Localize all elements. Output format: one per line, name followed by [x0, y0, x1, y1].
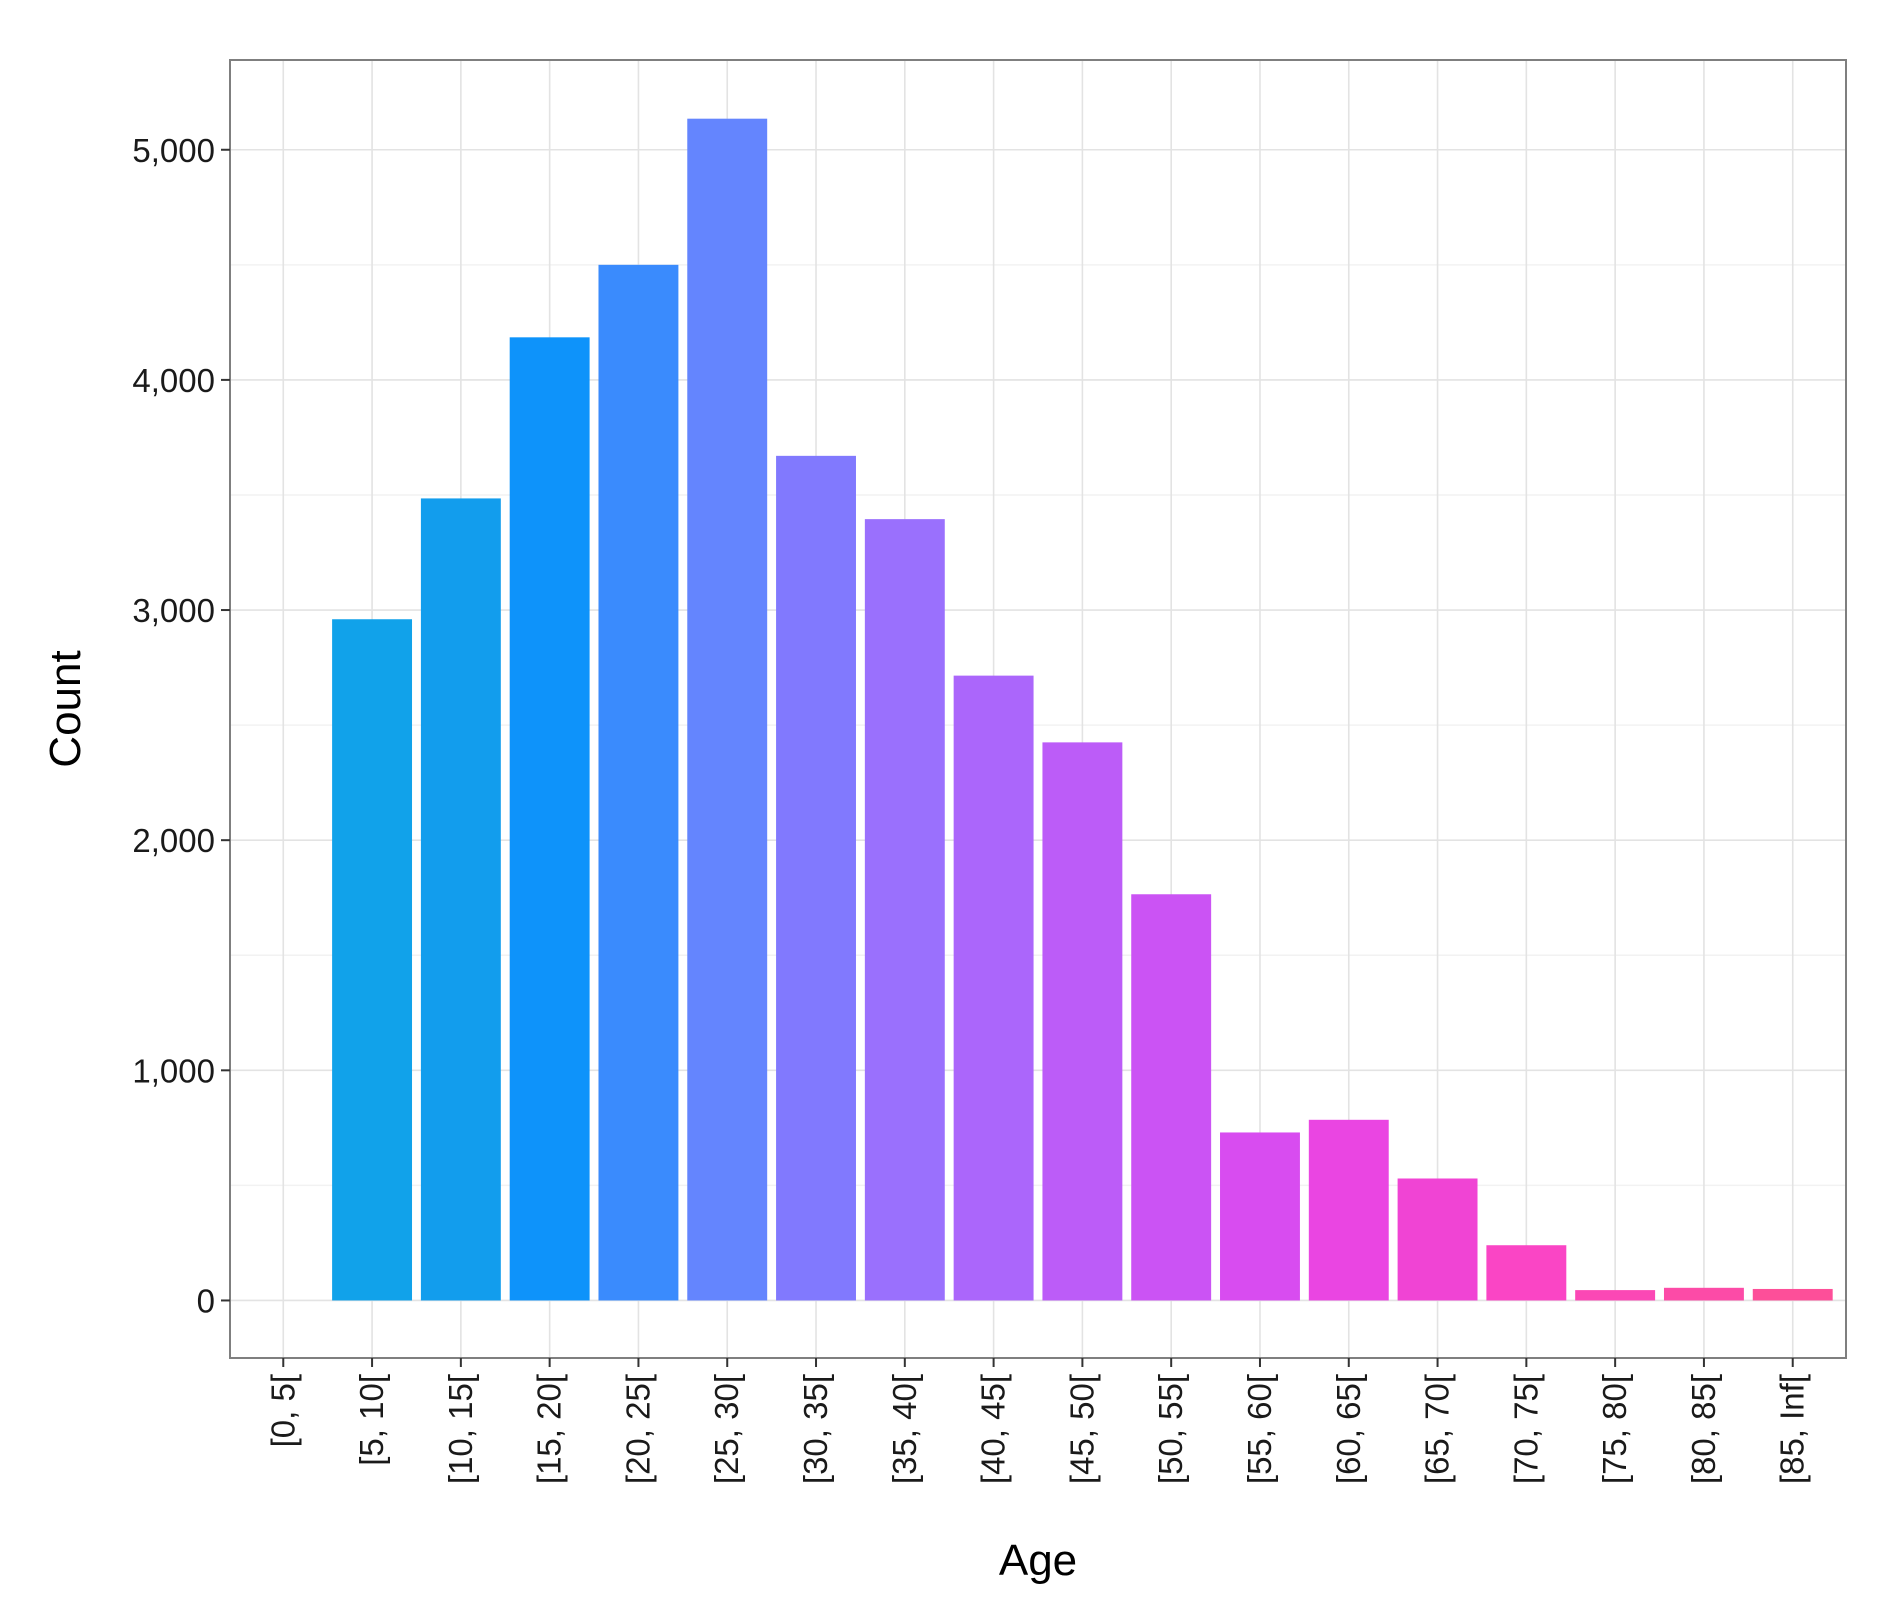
bar: [776, 455, 856, 1301]
bar: [1397, 1178, 1478, 1301]
bar: [332, 619, 413, 1301]
bar: [953, 675, 1034, 1301]
x-tick-label: [0, 5[: [264, 1374, 301, 1447]
y-tick-label: 2,000: [132, 822, 215, 859]
y-axis-title: Count: [41, 650, 90, 767]
y-tick-label: 5,000: [132, 132, 215, 169]
x-tick-label: [10, 15[: [442, 1374, 479, 1484]
x-tick-label: [70, 75[: [1507, 1374, 1544, 1484]
x-tick-label: [20, 25[: [619, 1374, 656, 1484]
y-tick-label: 1,000: [132, 1052, 215, 1089]
x-axis: [0, 5[ [5, 10[ [10, 15[ [15, 20[ [20, 25[ [25…: [264, 1358, 1811, 1484]
y-tick-label: 0: [197, 1282, 215, 1319]
bar: [1308, 1119, 1389, 1301]
x-tick-label: [40, 45[: [975, 1374, 1012, 1484]
y-tick-label: 4,000: [132, 362, 215, 399]
bar: [1220, 1132, 1300, 1301]
y-axis: 0 1,000 2,000 3,000 4,000 5,000: [132, 132, 230, 1319]
bar: [598, 264, 679, 1301]
plot-border: [229, 59, 1847, 1359]
bar: [1486, 1245, 1567, 1301]
x-tick-label: [30, 35[: [797, 1374, 834, 1484]
x-tick-label: [15, 20[: [531, 1374, 568, 1484]
bar: [509, 337, 590, 1301]
x-tick-label: [65, 70[: [1419, 1374, 1456, 1484]
bar: [420, 498, 501, 1301]
x-tick-label: [85, Inf[: [1774, 1374, 1811, 1484]
x-tick-label: [55, 60[: [1241, 1374, 1278, 1484]
x-tick-label: [50, 55[: [1152, 1374, 1189, 1484]
bar: [864, 519, 945, 1301]
x-tick-label: [35, 40[: [886, 1374, 923, 1484]
bar: [1042, 742, 1123, 1301]
bar: [1575, 1290, 1656, 1301]
x-tick-label: [25, 30[: [708, 1374, 745, 1484]
bars: [332, 118, 1833, 1301]
bar: [1752, 1288, 1833, 1301]
y-tick-label: 3,000: [132, 592, 215, 629]
x-tick-label: [45, 50[: [1063, 1374, 1100, 1484]
x-tick-label: [80, 85[: [1685, 1374, 1722, 1484]
bar: [1131, 894, 1212, 1301]
x-axis-title: Age: [999, 1536, 1077, 1585]
x-tick-label: [5, 10[: [353, 1374, 390, 1466]
bar: [687, 118, 768, 1301]
x-tick-label: [60, 65[: [1330, 1374, 1367, 1484]
x-tick-label: [75, 80[: [1596, 1374, 1633, 1484]
bar: [1663, 1287, 1744, 1301]
